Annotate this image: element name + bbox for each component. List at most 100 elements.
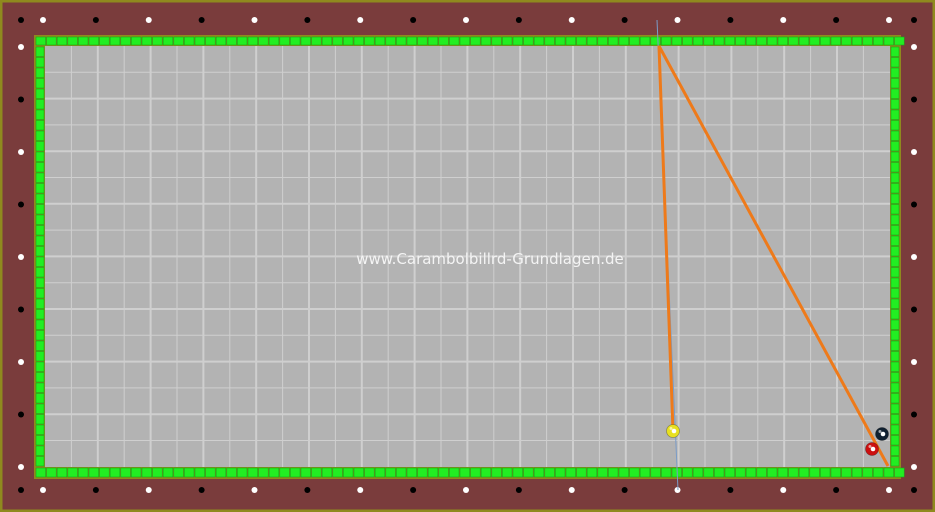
cushion-segment <box>247 36 258 46</box>
cushion-segment <box>152 467 163 478</box>
diamond-marker <box>911 254 917 260</box>
cushion-segment <box>35 193 45 204</box>
cushion-segment <box>321 36 333 46</box>
diamond-marker <box>621 487 628 493</box>
cushion-segment <box>873 467 884 478</box>
cushion-segment <box>35 57 45 68</box>
cushion-segment <box>35 445 45 456</box>
cushion-segment <box>851 467 863 478</box>
diamond-marker <box>833 17 840 23</box>
diamond-marker <box>357 17 364 23</box>
cushion-segment <box>78 467 89 478</box>
cushion-segment <box>576 36 587 46</box>
cushion-segment <box>120 36 131 46</box>
cushion-segment <box>311 36 322 46</box>
cushion-segment <box>406 467 417 478</box>
cushion-segment <box>639 36 651 46</box>
cushion-segment <box>184 36 195 46</box>
cushion-segment <box>544 36 555 46</box>
cushion-segment <box>35 298 45 309</box>
diamond-marker <box>911 44 917 50</box>
diamond-marker <box>911 411 917 418</box>
diamond-marker <box>92 487 99 493</box>
cushion-segment <box>576 467 587 478</box>
cushion-segment <box>247 467 258 478</box>
cushion-segment <box>756 467 767 478</box>
diamond-marker <box>18 306 24 313</box>
cushion-segment <box>35 467 46 478</box>
cushion-segment <box>35 99 45 110</box>
cushion-segment <box>597 467 608 478</box>
cushion-segment <box>417 36 428 46</box>
red-ball <box>865 442 879 456</box>
cushion-segment <box>523 467 534 478</box>
cushion-segment <box>438 36 449 46</box>
cushion-segment <box>35 141 45 152</box>
cushion-segment <box>194 467 205 478</box>
diamond-marker <box>621 17 628 23</box>
cushion-segment <box>745 467 757 478</box>
cushion-segment <box>890 67 900 78</box>
cushion-segment <box>300 36 311 46</box>
cushion-segment <box>618 36 629 46</box>
cushion-segment <box>841 467 852 478</box>
cushion-segment <box>88 36 99 46</box>
cushion-segment <box>35 46 45 57</box>
cushion-segment <box>99 36 110 46</box>
watermark-text: www.Carambolbillrd-Grundlagen.de <box>356 250 624 268</box>
cushion-segment <box>890 256 900 267</box>
cushion-segment <box>35 424 45 435</box>
cushion-segment <box>820 467 831 478</box>
cushion-segment <box>268 467 280 478</box>
diamond-marker <box>304 17 311 23</box>
diamond-marker <box>780 487 787 493</box>
cushion-segment <box>417 467 428 478</box>
cushion-segment <box>470 467 481 478</box>
cushion-segment <box>890 382 900 393</box>
cushion-segment <box>35 88 45 99</box>
cushion-segment <box>890 277 900 288</box>
cushion-segment <box>890 340 900 351</box>
cushion-segment <box>890 319 900 330</box>
cushion-segment <box>629 36 640 46</box>
cushion-segment <box>890 309 900 320</box>
cushion-segment <box>890 456 900 467</box>
cushion-segment <box>650 467 661 478</box>
cushion-segment <box>99 467 110 478</box>
cushion-segment <box>67 467 78 478</box>
cushion-segment <box>35 183 45 194</box>
cushion-segment <box>258 36 269 46</box>
cushion-segment <box>438 467 449 478</box>
cushion-segment <box>650 36 661 46</box>
cushion-segment <box>131 467 142 478</box>
cushion-segment <box>35 288 45 299</box>
diamond-marker <box>18 464 24 470</box>
cushion-segment <box>890 414 900 425</box>
cushion-segment <box>237 36 248 46</box>
cushion-segment <box>374 36 386 46</box>
cushion-segment <box>279 36 290 46</box>
cushion-segment <box>279 467 290 478</box>
cushion-segment <box>883 467 894 478</box>
cushion-segment <box>890 141 900 152</box>
cushion-segment <box>311 467 322 478</box>
cushion-segment <box>406 36 417 46</box>
cushion-segment <box>830 467 841 478</box>
cushion-segment <box>890 372 900 383</box>
cushion-segment <box>714 467 725 478</box>
cushion-segment <box>890 330 900 341</box>
cushion-segment <box>608 467 619 478</box>
cushion-segment <box>449 36 460 46</box>
balls <box>666 424 889 456</box>
diamond-marker <box>92 17 99 23</box>
cushion-segment <box>385 467 396 478</box>
cushion-segment <box>894 467 905 478</box>
cushion-segment <box>353 467 364 478</box>
diamond-marker <box>18 487 24 493</box>
cushion-segment <box>35 172 45 183</box>
cushion-segment <box>173 36 184 46</box>
cushion-segment <box>162 36 174 46</box>
cushion-segment <box>890 99 900 110</box>
cushion-segment <box>533 467 545 478</box>
